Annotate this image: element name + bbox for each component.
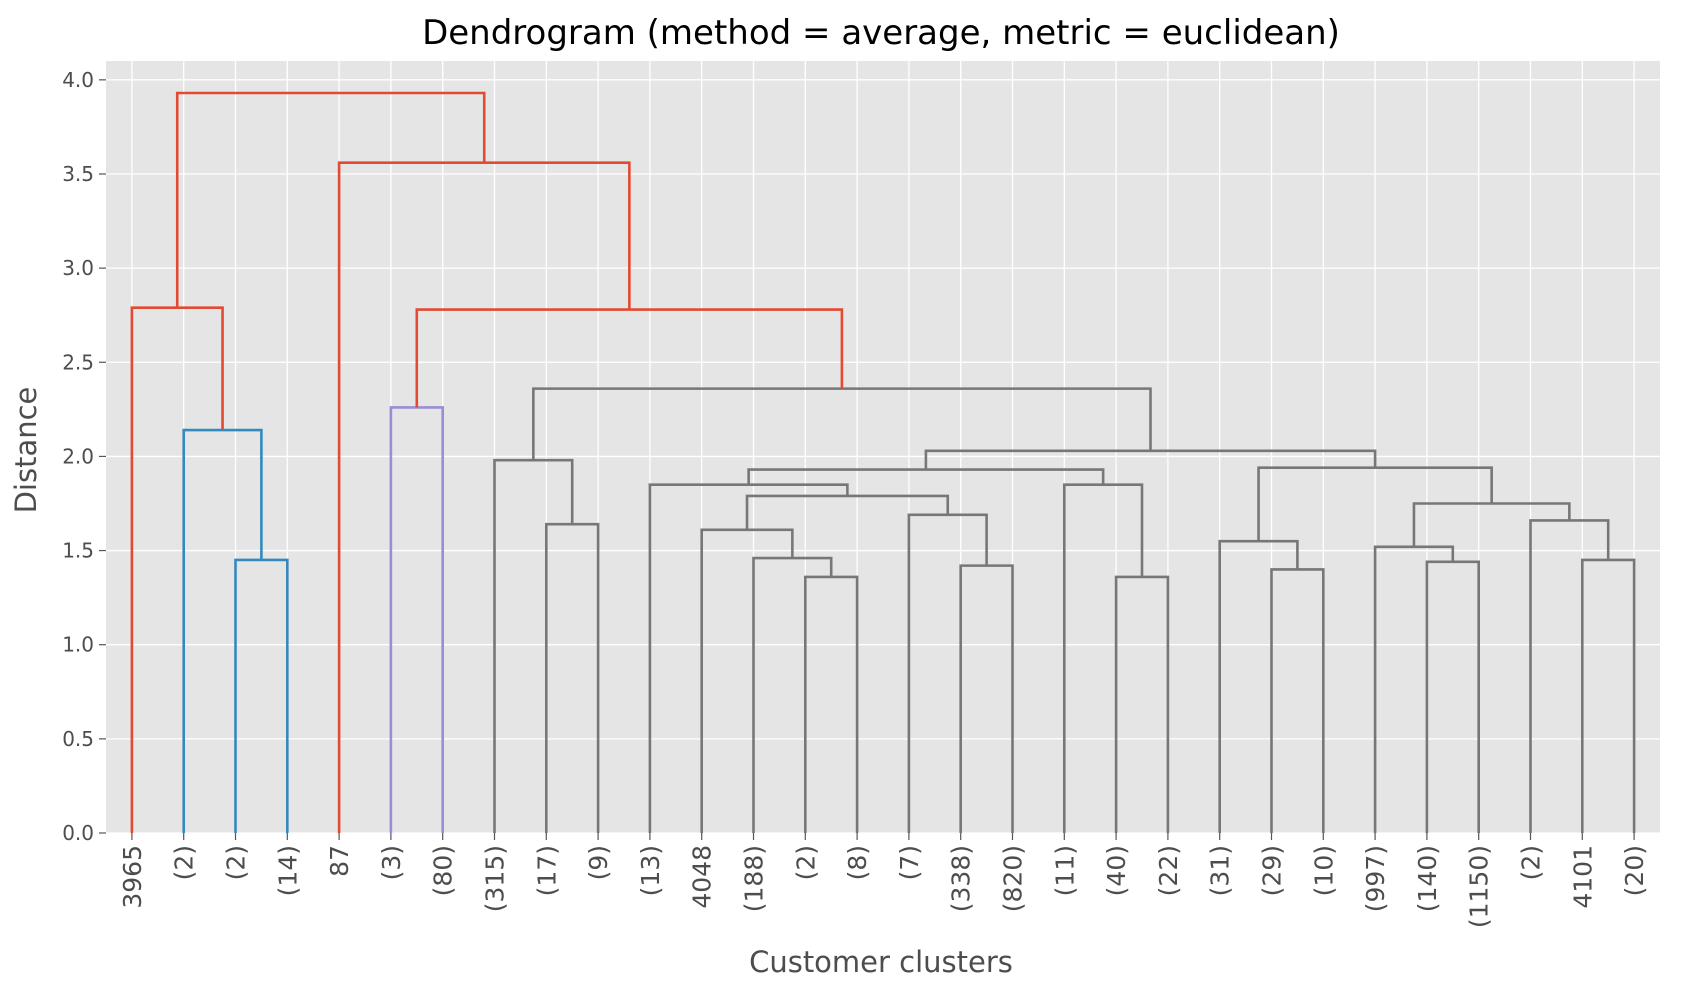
y-tick-label: 3.0 [62,256,94,280]
dendrogram-link [1425,560,1480,833]
leaf-label: (140) [1413,845,1442,912]
leaf-label: (29) [1258,845,1287,896]
y-tick-label: 3.5 [62,162,94,186]
leaf-label: (338) [947,845,976,912]
dendrogram-link [1581,558,1636,833]
leaf-label: (11) [1050,845,1079,896]
y-tick-label: 4.0 [62,68,94,92]
dendrogram-link [1412,502,1571,547]
leaf-label: 87 [325,845,354,877]
y-tick-label: 2.0 [62,444,94,468]
leaf-label: 4101 [1568,845,1597,909]
leaf-label: (315) [481,845,510,912]
leaf-label: (997) [1361,845,1390,912]
y-axis-label: Distance [9,387,43,514]
dendrogram-link [182,428,263,833]
leaf-label: (22) [1154,845,1183,896]
leaf-label: (2) [1517,845,1546,880]
leaf-label: (10) [1309,845,1338,896]
leaf-label: (13) [636,845,665,896]
leaf-label: 4048 [688,845,717,909]
x-axis-label: Customer clusters [749,945,1013,979]
chart-title: Dendrogram (method = average, metric = e… [422,13,1340,53]
y-tick-label: 2.5 [62,350,94,374]
dendrogram-links [130,91,1636,833]
leaf-label: (17) [532,845,561,896]
leaf-label: (80) [429,845,458,896]
leaf-label: (20) [1620,845,1649,896]
dendrogram-link [1063,483,1144,833]
leaf-label: (2) [170,845,199,880]
leaf-label: 3965 [118,845,147,909]
y-tick-label: 0.5 [62,727,94,751]
leaf-label: (8) [843,845,872,880]
leaf-label: (2) [791,845,820,880]
dendrogram-link [648,483,849,833]
leaf-label: (31) [1206,845,1235,896]
leaf-label: (1150) [1465,845,1494,928]
y-tick-label: 1.5 [62,539,94,563]
dendrogram-link [234,558,289,833]
dendrogram-link [1114,575,1170,833]
leaf-label: (2) [222,845,251,880]
dendrogram-link [924,449,1377,470]
leaf-label: (9) [584,845,613,880]
dendrogram-link [804,575,859,833]
dendrogram-link [389,406,444,833]
leaf-label: (14) [273,845,302,896]
leaf-label: (7) [895,845,924,880]
dendrogram-link [700,528,794,833]
dendrogram-link [175,91,486,308]
leaf-label: (188) [740,845,769,912]
y-tick-label: 1.0 [62,633,94,657]
leaf-label: (40) [1102,845,1131,896]
axes: 0.0 0.5 1.0 1.5 2.0 2.5 3.0 3.5 4.0 3965 (2) (2) (14… [62,68,1649,928]
plot-area [106,61,1660,833]
leaf-label: (3) [377,845,406,880]
leaf-label: (820) [999,845,1028,912]
dendrogram-link [752,556,833,833]
y-tick-label: 0.0 [62,821,94,845]
